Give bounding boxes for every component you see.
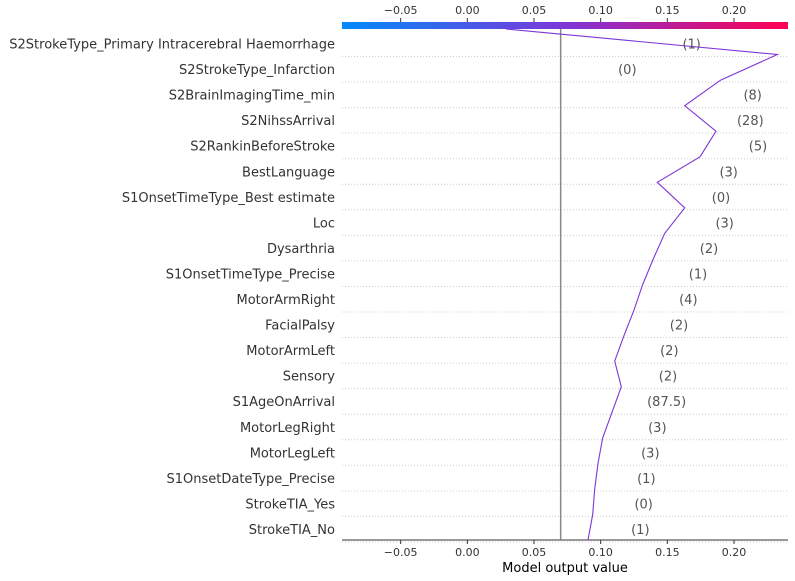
bottom-tick-label: −0.05 [384, 546, 418, 559]
bottom-axis-ticks: −0.05 0.00 0.05 0.10 0.15 0.20 [384, 540, 746, 559]
top-tick-label: −0.05 [384, 4, 418, 17]
bottom-tick-label: 0.15 [655, 546, 680, 559]
feature-value-label: (0) [618, 63, 636, 78]
bottom-tick-label: 0.00 [455, 546, 480, 559]
top-colorbar [342, 22, 788, 29]
feature-value-label: (0) [712, 191, 730, 206]
feature-label: StrokeTIA_No [249, 523, 335, 538]
feature-label: FacialPalsy [265, 319, 335, 334]
feature-value-label: (2) [670, 319, 688, 334]
feature-label: S2StrokeType_Infarction [179, 63, 335, 78]
feature-label: BestLanguage [242, 165, 335, 180]
feature-value-label: (3) [641, 446, 659, 461]
feature-label: Dysarthria [267, 242, 335, 257]
feature-value-label: (28) [737, 114, 764, 129]
feature-labels: S2StrokeType_Primary Intracerebral Haemo… [9, 38, 335, 538]
feature-label: S2BrainImagingTime_min [169, 89, 335, 104]
grid-lines [342, 56, 788, 543]
feature-label: S2StrokeType_Primary Intracerebral Haemo… [9, 38, 335, 53]
feature-label: MotorArmLeft [246, 344, 335, 359]
feature-label: S1OnsetTimeType_Precise [166, 267, 335, 282]
top-tick-label: 0.15 [655, 4, 680, 17]
feature-value-label: (1) [682, 38, 700, 53]
bottom-tick-label: 0.20 [722, 546, 747, 559]
feature-value-label: (3) [719, 165, 737, 180]
bottom-tick-label: 0.10 [588, 546, 613, 559]
feature-label: Sensory [283, 370, 336, 385]
feature-label: S1OnsetDateType_Precise [167, 472, 336, 487]
feature-label: MotorArmRight [237, 293, 335, 308]
feature-label: Loc [313, 216, 335, 231]
feature-value-label: (3) [715, 216, 733, 231]
x-axis-label: Model output value [502, 561, 628, 576]
top-tick-label: 0.10 [588, 4, 613, 17]
feature-label: MotorLegLeft [250, 446, 335, 461]
feature-value-label: (1) [631, 523, 649, 538]
feature-label: S1AgeOnArrival [233, 395, 335, 410]
bottom-tick-label: 0.05 [522, 546, 547, 559]
feature-value-label: (5) [749, 140, 767, 155]
feature-label: S2RankinBeforeStroke [190, 140, 335, 155]
feature-value-label: (2) [659, 370, 677, 385]
top-tick-label: 0.20 [722, 4, 747, 17]
feature-label: S1OnsetTimeType_Best estimate [122, 191, 335, 206]
feature-value-label: (1) [637, 472, 655, 487]
feature-value-label: (8) [743, 89, 761, 104]
feature-value-label: (4) [679, 293, 697, 308]
feature-value-label: (2) [660, 344, 678, 359]
top-tick-label: 0.05 [522, 4, 547, 17]
feature-value-labels: (1) (0) (8) (28) (5) (3) (0) (3) (2) (1) (4) (2) (2)… [618, 38, 767, 538]
feature-label: StrokeTIA_Yes [245, 497, 335, 512]
feature-label: MotorLegRight [240, 421, 335, 436]
feature-value-label: (3) [648, 421, 666, 436]
top-tick-label: 0.00 [455, 4, 480, 17]
decision-path [505, 28, 780, 541]
feature-value-label: (1) [689, 267, 707, 282]
feature-value-label: (0) [634, 497, 652, 512]
top-axis-ticks: −0.05 0.00 0.05 0.10 0.15 0.20 [384, 4, 746, 22]
feature-label: S2NihssArrival [241, 114, 335, 129]
feature-value-label: (87.5) [647, 395, 686, 410]
feature-value-label: (2) [700, 242, 718, 257]
